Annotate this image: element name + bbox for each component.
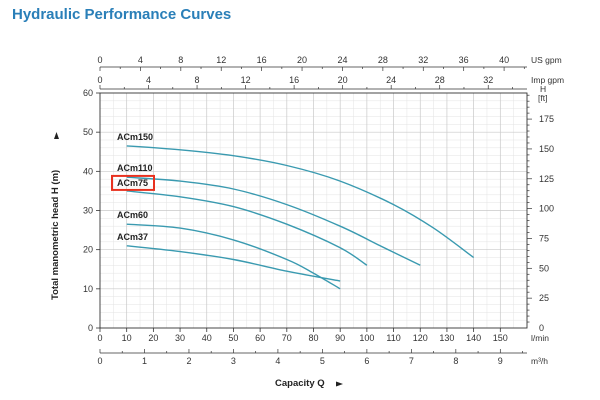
y-tick-label-ft: 75	[539, 233, 549, 243]
curve-acm75	[126, 190, 368, 266]
x-tick-label-lmin: 130	[439, 333, 454, 343]
x-tick-label-m3h: 7	[409, 356, 414, 366]
x-tick-label-usgpm: 0	[97, 55, 102, 65]
x-tick-label-m3h: 1	[142, 356, 147, 366]
x-tick-label-usgpm: 4	[138, 55, 143, 65]
y-tick-label-ft: 100	[539, 204, 554, 214]
y-tick-label-m: 60	[83, 88, 93, 98]
x-tick-label-usgpm: 20	[297, 55, 307, 65]
y-unit-label-ft-symbol: H	[540, 84, 546, 94]
curve-acm37	[126, 245, 341, 282]
performance-curves	[126, 145, 475, 290]
curve-label-acm110: ACm110	[117, 163, 153, 173]
grid-major	[100, 93, 527, 328]
x-tick-label-lmin: 50	[228, 333, 238, 343]
x-tick-label-lmin: 120	[413, 333, 428, 343]
x-tick-label-usgpm: 36	[459, 55, 469, 65]
highlight-box-acm75	[111, 174, 155, 191]
y-tick-label-ft: 25	[539, 293, 549, 303]
page-title: Hydraulic Performance Curves	[12, 6, 232, 23]
x-unit-label-m3h: m³/h	[531, 356, 548, 366]
x-tick-label-lmin: 110	[386, 333, 400, 343]
x-tick-label-usgpm: 32	[418, 55, 428, 65]
x-tick-label-impgpm: 24	[386, 75, 396, 85]
x-tick-label-impgpm: 28	[435, 75, 445, 85]
x-tick-label-lmin: 140	[466, 333, 481, 343]
y-unit-label-ft-bracket: [ft]	[538, 93, 547, 103]
y-tick-label-ft: 0	[539, 323, 544, 333]
x-tick-label-m3h: 4	[275, 356, 280, 366]
x-tick-label-usgpm: 16	[257, 55, 267, 65]
y-tick-label-ft: 175	[539, 114, 554, 124]
x-tick-label-m3h: 6	[364, 356, 369, 366]
x-tick-label-usgpm: 28	[378, 55, 388, 65]
curve-label-acm150: ACm150	[117, 132, 153, 142]
x-axis-title-arrow	[336, 381, 343, 387]
x-tick-label-impgpm: 0	[97, 75, 102, 85]
x-tick-label-lmin: 30	[175, 333, 185, 343]
y-tick-label-m: 50	[83, 127, 93, 137]
x-tick-label-impgpm: 20	[338, 75, 348, 85]
x-tick-label-lmin: 100	[359, 333, 374, 343]
x-unit-label-impgpm: Imp gpm	[531, 75, 564, 85]
x-tick-label-lmin: 60	[255, 333, 265, 343]
x-tick-label-lmin: 10	[122, 333, 132, 343]
y-tick-label-ft: 150	[539, 144, 554, 154]
y-tick-label-ft: 50	[539, 263, 549, 273]
y-tick-label-ft: 125	[539, 174, 554, 184]
x-tick-label-usgpm: 12	[216, 55, 226, 65]
x-tick-label-impgpm: 12	[241, 75, 251, 85]
x-tick-label-usgpm: 40	[499, 55, 509, 65]
y-tick-label-m: 0	[88, 323, 93, 333]
x-tick-label-lmin: 0	[97, 333, 102, 343]
x-tick-label-m3h: 5	[320, 356, 325, 366]
y-axis-title-arrow	[54, 132, 59, 139]
x-unit-label-usgpm: US gpm	[531, 55, 562, 65]
curve-label-acm60: ACm60	[117, 210, 148, 220]
x-tick-label-m3h: 0	[97, 356, 102, 366]
x-tick-label-lmin: 150	[493, 333, 508, 343]
y-tick-label-m: 40	[83, 166, 93, 176]
x-tick-label-m3h: 9	[498, 356, 503, 366]
y-axis-title: Total manometric head H (m)	[50, 170, 61, 300]
y-tick-label-m: 20	[83, 245, 93, 255]
curve-labels: ACm150 ACm110 ACm75 ACm60 ACm37	[111, 132, 155, 242]
x-tick-label-impgpm: 8	[195, 75, 200, 85]
x-tick-label-impgpm: 32	[483, 75, 493, 85]
curve-acm150	[126, 145, 475, 259]
x-tick-label-m3h: 3	[231, 356, 236, 366]
x-tick-label-usgpm: 24	[337, 55, 347, 65]
x-tick-label-usgpm: 8	[178, 55, 183, 65]
x-tick-label-lmin: 20	[148, 333, 158, 343]
x-tick-label-m3h: 2	[186, 356, 191, 366]
x-tick-label-m3h: 8	[453, 356, 458, 366]
curve-label-acm75: ACm75	[117, 178, 148, 188]
x-tick-label-lmin: 40	[202, 333, 212, 343]
x-tick-label-lmin: 90	[335, 333, 345, 343]
x-axis-title: Capacity Q	[275, 378, 325, 389]
curve-label-acm37: ACm37	[117, 232, 148, 242]
y-tick-label-m: 10	[83, 284, 93, 294]
x-tick-label-impgpm: 16	[289, 75, 299, 85]
curve-acm60	[126, 223, 341, 290]
axes	[96, 66, 532, 354]
x-tick-label-impgpm: 4	[146, 75, 151, 85]
x-unit-label-lmin: l/min	[531, 333, 549, 343]
x-tick-label-lmin: 70	[282, 333, 292, 343]
curve-acm110	[126, 176, 421, 266]
x-tick-label-lmin: 80	[308, 333, 318, 343]
y-tick-label-m: 30	[83, 206, 93, 216]
